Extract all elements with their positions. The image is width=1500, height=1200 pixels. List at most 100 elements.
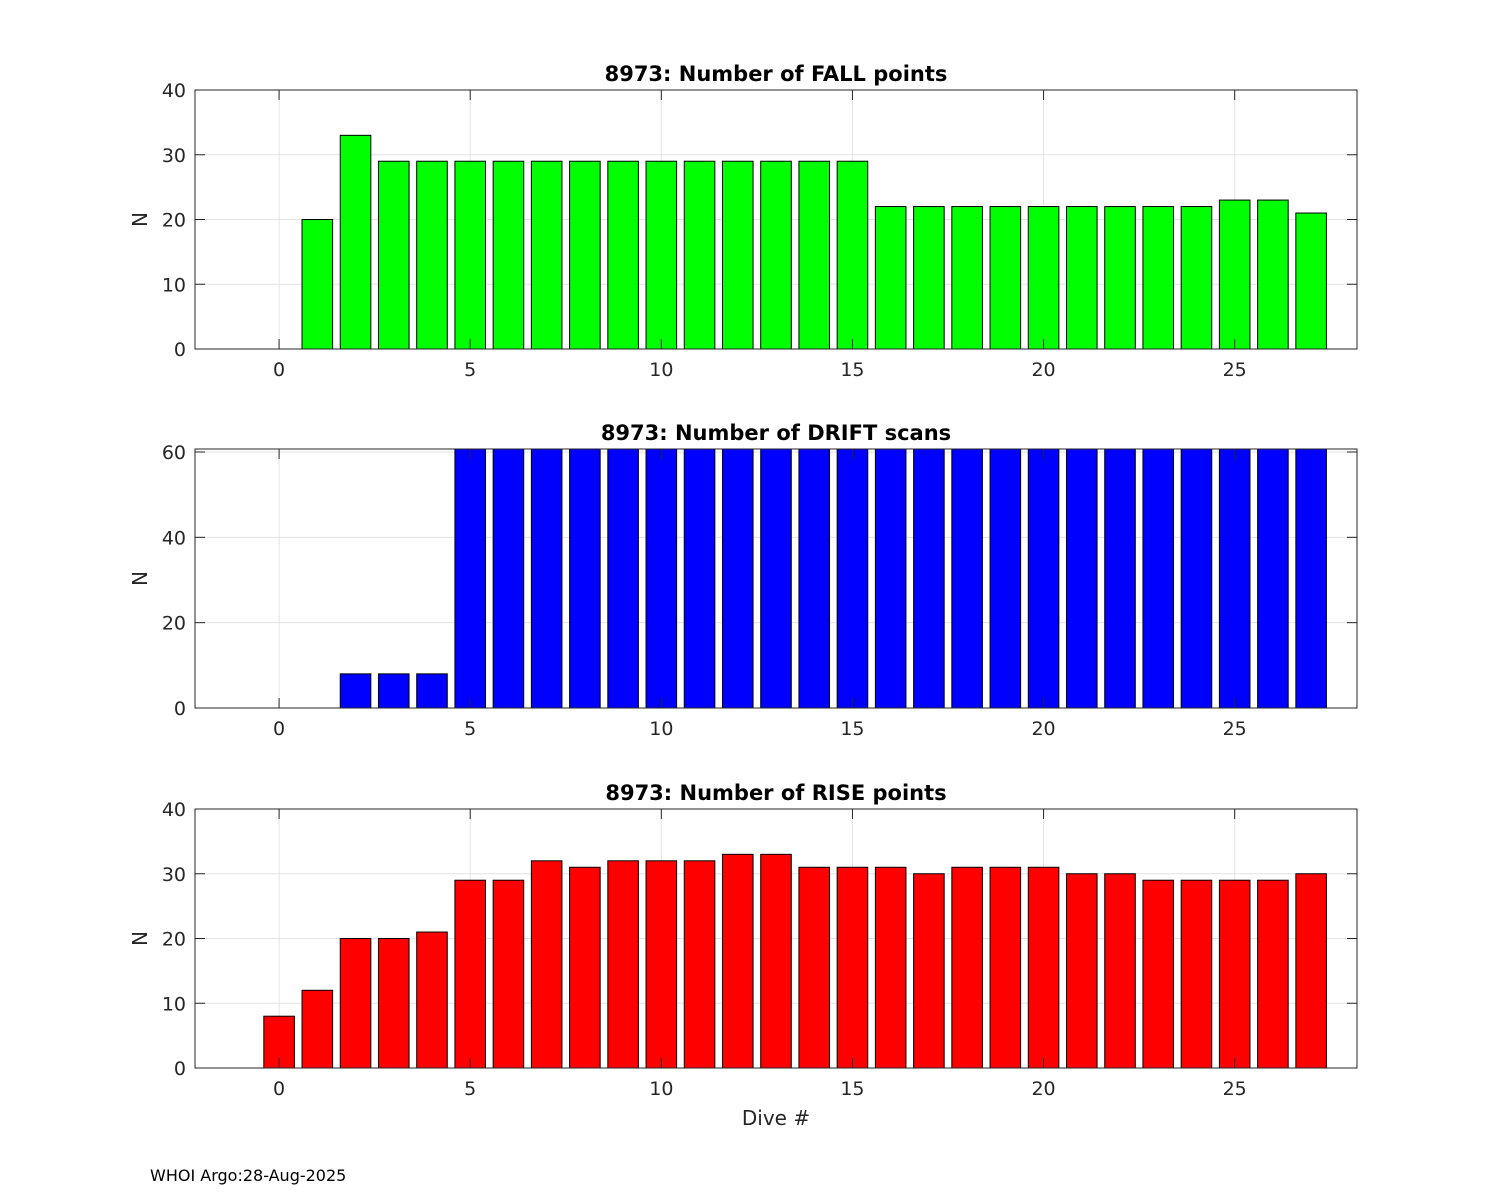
- bar: [1066, 448, 1098, 709]
- bar: [683, 860, 716, 1069]
- bar: [1142, 206, 1175, 350]
- bar: [1257, 199, 1289, 350]
- bar: [874, 448, 907, 709]
- bar: [1257, 448, 1289, 709]
- y-tick-label: 40: [162, 799, 186, 821]
- bar: [569, 866, 601, 1069]
- bar: [836, 160, 869, 350]
- x-tick-label: 5: [464, 1078, 476, 1100]
- y-tick-label: 30: [162, 864, 186, 886]
- bar: [1218, 879, 1251, 1069]
- bar: [874, 866, 907, 1069]
- bar: [721, 448, 754, 709]
- bar: [1218, 199, 1251, 350]
- bar: [1180, 448, 1213, 709]
- x-tick-label: 20: [1031, 718, 1055, 740]
- bar: [1218, 448, 1251, 709]
- y-tick-label: 0: [174, 339, 186, 361]
- bar: [645, 160, 678, 350]
- y-tick-label: 20: [162, 210, 186, 232]
- y-tick-label: 0: [174, 698, 186, 720]
- chart-title: 8973: Number of DRIFT scans: [601, 421, 951, 445]
- bar: [951, 206, 983, 350]
- x-axis-label: Dive #: [742, 1106, 810, 1130]
- bar: [913, 206, 945, 350]
- x-tick-label: 10: [649, 359, 673, 381]
- bar: [339, 673, 372, 709]
- x-tick-label: 25: [1223, 1078, 1247, 1100]
- bar: [492, 448, 525, 709]
- x-tick-label: 0: [273, 718, 285, 740]
- bar: [1066, 206, 1098, 350]
- y-tick-label: 40: [162, 80, 186, 102]
- x-tick-label: 0: [273, 359, 285, 381]
- bar: [377, 160, 410, 350]
- bar: [1142, 448, 1175, 709]
- bar: [1142, 879, 1175, 1069]
- bar: [721, 160, 754, 350]
- bar: [1257, 879, 1289, 1069]
- bar: [301, 219, 334, 350]
- bar: [1104, 206, 1136, 350]
- bar: [683, 160, 716, 350]
- bar: [416, 673, 448, 709]
- chart-title: 8973: Number of RISE points: [605, 781, 946, 805]
- bar: [798, 160, 831, 350]
- bar: [530, 160, 563, 350]
- bar: [492, 160, 525, 350]
- bar: [1027, 448, 1060, 709]
- bar: [416, 160, 448, 350]
- bar: [530, 448, 563, 709]
- y-tick-label: 10: [162, 274, 186, 296]
- y-tick-label: 40: [162, 527, 186, 549]
- bar: [607, 160, 639, 350]
- x-tick-label: 0: [273, 1078, 285, 1100]
- y-axis-label: N: [128, 212, 152, 227]
- bar: [569, 160, 601, 350]
- bar: [989, 866, 1022, 1069]
- chart-title: 8973: Number of FALL points: [605, 62, 948, 86]
- chart-panel-2: 0 5 10 15 20 25 0 20 40 60 8973: Number of DRIFT s…: [128, 421, 1358, 740]
- bar: [1104, 873, 1136, 1069]
- bar: [1295, 212, 1327, 350]
- bar: [377, 673, 410, 709]
- bar: [607, 860, 639, 1069]
- bar: [530, 860, 563, 1069]
- x-tick-label: 10: [649, 1078, 673, 1100]
- bar: [798, 448, 831, 709]
- bar: [339, 134, 372, 350]
- bar: [721, 853, 754, 1069]
- y-tick-label: 60: [162, 442, 186, 464]
- axes-box: [194, 448, 1358, 709]
- bar: [645, 860, 678, 1069]
- bar: [836, 448, 869, 709]
- bar: [760, 448, 792, 709]
- bar: [913, 448, 945, 709]
- bar: [798, 866, 831, 1069]
- bar: [836, 866, 869, 1069]
- y-tick-label: 0: [174, 1058, 186, 1080]
- bar: [1180, 206, 1213, 350]
- bar: [1295, 448, 1327, 709]
- x-tick-label: 15: [840, 359, 864, 381]
- bar: [1027, 206, 1060, 350]
- bar: [1066, 873, 1098, 1069]
- bar: [645, 448, 678, 709]
- bar: [377, 938, 410, 1069]
- bar: [416, 931, 448, 1069]
- x-tick-label: 5: [464, 718, 476, 740]
- bar: [1180, 879, 1213, 1069]
- y-axis-label: N: [128, 571, 152, 586]
- bar: [760, 853, 792, 1069]
- y-tick-label: 30: [162, 145, 186, 167]
- bar: [339, 938, 372, 1069]
- bar: [301, 989, 334, 1069]
- chart-panel-3: 0 5 10 15 20 25 0 10 20 30 40 8973: Number of RISE …: [128, 781, 1358, 1130]
- x-tick-label: 10: [649, 718, 673, 740]
- bar: [683, 448, 716, 709]
- bar: [454, 160, 486, 350]
- bar: [454, 448, 486, 709]
- x-tick-label: 25: [1223, 718, 1247, 740]
- x-tick-label: 20: [1031, 1078, 1055, 1100]
